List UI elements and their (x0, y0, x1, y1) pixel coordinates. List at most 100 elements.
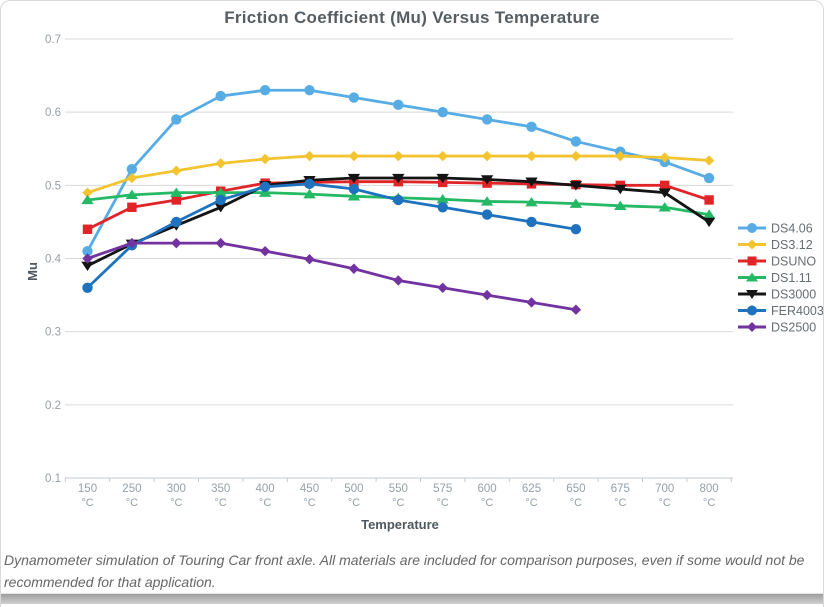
data-point-DS1.11 (658, 202, 671, 212)
x-tick-label: 575 (433, 483, 452, 495)
data-point-DS2500 (304, 254, 315, 265)
data-point-DS3.12 (659, 152, 670, 163)
data-point-DS2500 (348, 263, 360, 274)
legend-label-DS1.11[interactable]: DS1.11 (771, 271, 812, 285)
data-point-FER4003 (215, 194, 226, 206)
data-point-DS2500 (126, 237, 138, 249)
data-point-DS3.12 (481, 150, 493, 162)
data-point-DS3.12 (437, 150, 448, 162)
data-point-DS4.06 (393, 99, 404, 111)
x-tick-label: 350 (211, 483, 230, 495)
data-point-DS1.11 (258, 187, 272, 197)
data-point-DS4.06 (570, 136, 582, 147)
data-point-DS3.12 (304, 150, 315, 162)
x-tick-unit: °C (659, 497, 671, 509)
data-point-DS3000 (392, 173, 405, 184)
data-point-DS3000 (81, 261, 94, 272)
x-tick-unit: °C (259, 497, 271, 509)
data-point-FER4003 (393, 194, 404, 206)
y-axis-title: Mu (24, 262, 40, 281)
data-point-DS1.11 (614, 200, 627, 211)
data-point-DS3000 (436, 173, 449, 184)
data-point-DS3000 (347, 173, 361, 184)
data-point-DS3.12 (615, 150, 626, 162)
data-point-DS4.06 (481, 114, 493, 125)
legend-label-DS2500[interactable]: DS2500 (771, 321, 816, 335)
x-tick-unit: °C (437, 497, 449, 509)
legend-label-DS4.06[interactable]: DS4.06 (771, 222, 813, 236)
data-point-DS1.11 (170, 187, 183, 197)
data-point-DS2500 (393, 275, 404, 286)
y-tick-label: 0.2 (45, 400, 61, 412)
x-tick-label: 800 (700, 483, 719, 495)
y-tick-label: 0.3 (45, 327, 61, 339)
data-point-DS4.06 (82, 245, 93, 257)
data-point-DS3000 (702, 217, 716, 228)
legend-marker-DS2500 (747, 322, 757, 332)
x-tick-label: 450 (300, 483, 319, 495)
data-point-DSUNO (660, 180, 670, 191)
x-tick-label: 675 (611, 483, 630, 495)
data-point-FER4003 (481, 209, 493, 220)
x-tick-label: 300 (167, 483, 186, 495)
data-point-DS1.11 (436, 194, 449, 204)
data-point-DS1.11 (125, 189, 139, 200)
data-point-DS2500 (215, 237, 226, 249)
data-point-DS3.12 (393, 150, 404, 162)
data-point-DS1.11 (81, 194, 94, 205)
bottom-divider-bar (1, 593, 823, 604)
data-point-DS4.06 (437, 106, 448, 118)
data-point-DS3.12 (348, 150, 360, 162)
data-point-DS2500 (481, 289, 493, 301)
x-tick-unit: °C (570, 497, 582, 509)
data-point-FER4003 (348, 183, 360, 195)
data-point-DS3000 (569, 181, 583, 191)
data-point-DS4.06 (171, 114, 182, 125)
data-point-DS3000 (214, 203, 227, 213)
y-tick-label: 0.6 (45, 107, 61, 119)
legend-label-DS3000[interactable]: DS3000 (771, 288, 816, 302)
data-point-DS3.12 (703, 155, 715, 166)
data-point-DS1.11 (347, 191, 361, 201)
data-point-DS2500 (526, 297, 537, 308)
chart-caption: Dynamometer simulation of Touring Car fr… (4, 552, 805, 590)
data-point-FER4003 (570, 224, 582, 235)
data-point-DSUNO (704, 195, 714, 205)
data-point-DS4.06 (126, 164, 138, 175)
data-point-DSUNO (127, 202, 137, 212)
y-tick-label: 0.1 (45, 473, 61, 485)
x-tick-unit: °C (215, 497, 227, 509)
data-point-DS2500 (171, 237, 182, 249)
legend-label-DS3.12[interactable]: DS3.12 (771, 238, 813, 252)
data-point-DS2500 (570, 304, 582, 315)
x-tick-unit: °C (525, 497, 537, 509)
legend-label-FER4003[interactable]: FER4003 (771, 304, 824, 318)
data-point-DS3000 (480, 175, 494, 185)
y-tick-label: 0.5 (45, 180, 61, 192)
x-tick-unit: °C (703, 497, 715, 509)
data-point-DS3000 (525, 177, 538, 187)
data-point-DS4.06 (348, 92, 360, 103)
x-tick-unit: °C (392, 497, 404, 509)
data-point-DS2500 (437, 282, 448, 293)
data-point-DS3.12 (126, 172, 138, 184)
y-tick-label: 0.7 (45, 34, 61, 46)
legend-marker-DS4.06 (747, 223, 757, 233)
line-chart: 0.1 0.2 0.3 0.4 0.5 0.6 0.7 150 °C 250 °C 300 °C 350 °… (45, 34, 824, 509)
legend-marker-DSUNO (747, 256, 757, 266)
data-point-DS1.11 (480, 196, 494, 206)
legend-label-DSUNO[interactable]: DSUNO (771, 255, 816, 269)
series-line-DS2500 (86, 241, 578, 312)
data-point-DSUNO (82, 224, 93, 234)
x-tick-unit: °C (170, 497, 182, 509)
data-point-DS4.06 (215, 90, 226, 102)
data-point-DS3000 (658, 188, 671, 198)
data-point-DS3000 (614, 184, 627, 195)
data-point-DS3.12 (259, 153, 271, 165)
data-point-DS4.06 (703, 172, 715, 184)
x-tick-unit: °C (614, 497, 626, 509)
x-tick-label: 500 (344, 483, 363, 495)
legend-marker-FER4003 (747, 305, 757, 316)
x-tick-label: 250 (122, 483, 141, 495)
